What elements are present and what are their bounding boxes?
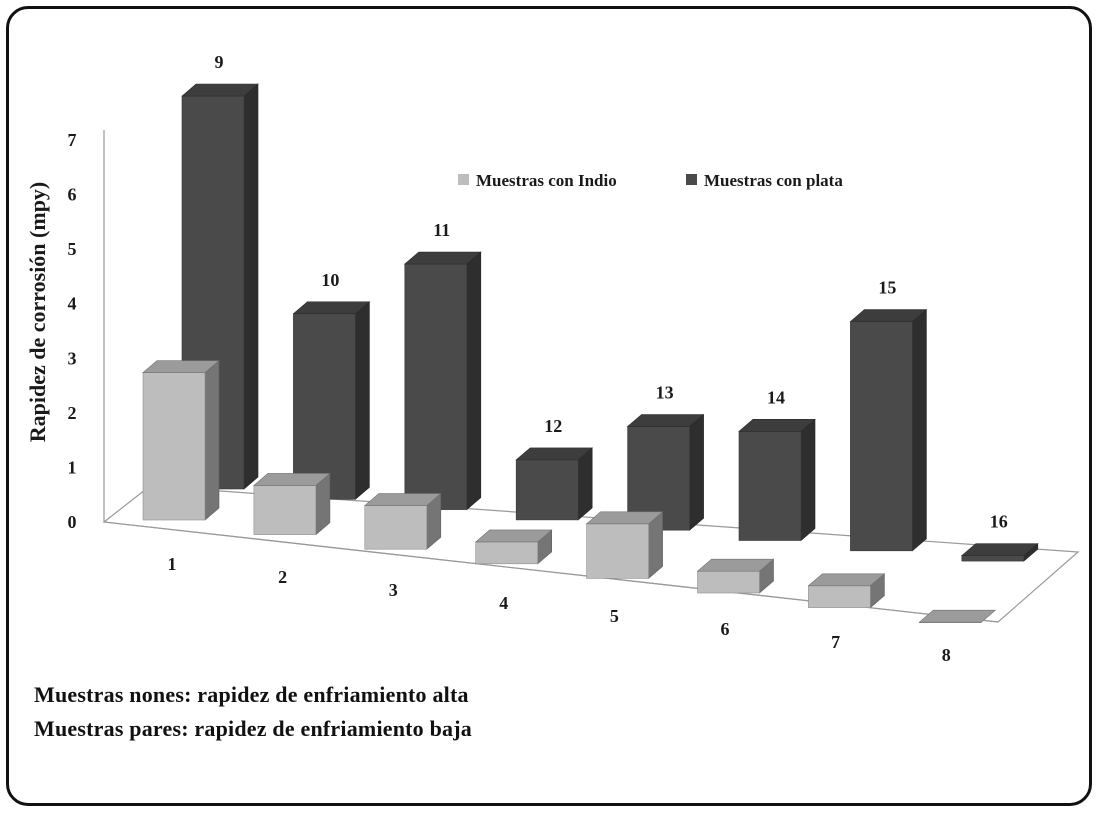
x-category-label: 2 [278,567,287,587]
data-label-plata: 10 [321,270,339,290]
bar-plata-16 [960,542,1039,562]
bar-indio-5 [585,511,664,580]
y-tick-label: 2 [68,403,77,423]
y-tick-label: 5 [68,239,77,259]
bar-plata-10 [292,301,371,500]
bar-plata-15 [849,308,928,552]
bar-indio-1 [142,360,220,521]
x-category-label: 6 [721,619,730,639]
bar-indio-8 [918,609,997,624]
x-category-label: 8 [942,645,951,665]
x-category-label: 3 [389,580,398,600]
bar-indio-3 [363,492,442,550]
data-label-plata: 14 [767,387,785,407]
data-label-plata: 15 [878,278,896,298]
y-tick-label: 0 [68,512,77,532]
y-axis-label: Rapidez de corrosión (mpy) [25,182,50,443]
bar-plata-14 [738,418,816,542]
data-label-plata: 9 [215,52,224,72]
y-tick-label: 1 [68,457,77,477]
data-label-plata: 16 [990,512,1008,532]
legend-swatch-plata [686,174,697,185]
x-category-label: 5 [610,606,619,626]
data-label-plata: 13 [656,383,674,403]
data-label-plata: 11 [433,220,450,240]
y-tick-label: 6 [68,185,77,205]
x-category-label: 1 [168,554,177,574]
bar-plata-12 [515,447,594,521]
y-tick-label: 3 [68,348,77,368]
bar-indio-7 [807,573,886,609]
x-category-label: 7 [831,632,840,652]
legend-label-indio: Muestras con Indio [476,171,617,190]
data-label-plata: 12 [544,416,562,436]
bar-indio-6 [696,558,775,594]
bar-indio-2 [253,472,331,536]
y-tick-label: 4 [68,294,77,314]
legend-label-plata: Muestras con plata [704,171,843,190]
note-odd-samples: Muestras nones: rapidez de enfriamiento … [34,682,469,707]
legend-swatch-indio [458,174,469,185]
bar-plata-11 [403,251,482,511]
x-category-label: 4 [499,593,508,613]
y-tick-label: 7 [68,130,77,150]
note-even-samples: Muestras pares: rapidez de enfriamiento … [34,716,472,741]
bar-indio-4 [474,529,553,565]
